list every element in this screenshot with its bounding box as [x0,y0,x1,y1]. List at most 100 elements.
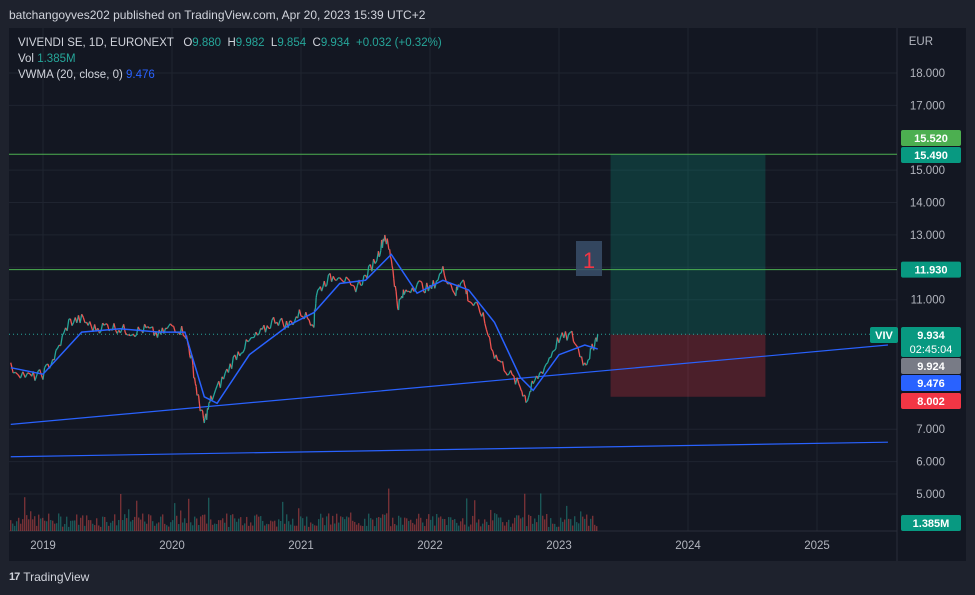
price-candle-segment [532,380,536,385]
volume-label[interactable]: Vol [18,53,34,65]
volume-bar [550,518,552,531]
price-candle-segment [213,389,217,396]
volume-bar [120,494,122,531]
price-tag-8-002[interactable] [901,393,961,409]
volume-bar [14,525,16,531]
volume-bar [452,519,454,531]
footer-brand[interactable]: TradingView [23,570,90,584]
price-candle-segment [239,352,242,357]
volume-bar [376,517,378,531]
price-candle-segment [247,339,250,343]
volume-bar [526,526,528,531]
price-candle-segment [345,276,349,280]
legend-symbol-row: VIVENDI SE, 1D, EURONEXT O9.880 H9.982 L… [18,35,442,51]
volume-bar [278,519,280,531]
price-tag-9-476[interactable] [901,375,961,391]
vwma-label[interactable]: VWMA (20, close, 0) [18,69,123,81]
price-candle-segment [374,260,378,264]
volume-bar [492,520,494,531]
y-tick-label: 18.000 [910,68,945,80]
annotation-box[interactable] [576,241,602,276]
volume-bar [214,523,216,531]
price-candle-segment [197,394,200,396]
volume-bar [578,523,580,531]
price-candle-segment [308,319,312,326]
price-candle-segment [537,372,541,380]
chart-area[interactable] [9,28,966,561]
price-candle-segment [390,259,393,267]
currency-label[interactable]: EUR [909,36,933,48]
price-candle-segment [281,317,284,325]
low-label: L [270,37,278,49]
price-candle-segment [317,288,320,291]
price-candle-segment [484,323,488,330]
volume-bar [138,517,140,531]
volume-bar [332,515,334,531]
price-tag-15-520[interactable] [901,130,961,146]
volume-bar [118,520,120,531]
vwma-line[interactable] [10,253,598,405]
volume-bar [396,525,398,531]
price-candle-segment [81,313,84,318]
volume-bar [240,517,242,531]
volume-bar [292,518,294,531]
price-candle-segment [521,391,524,397]
volume-bar [378,517,380,531]
volume-bar [486,521,488,531]
price-candle-segment [69,318,73,326]
y-tick-label: 17.000 [910,100,945,112]
volume-bar [142,513,144,531]
price-candle-segment [166,325,170,329]
volume-bar [182,522,184,531]
volume-bar [494,513,496,531]
volume-bar [98,525,100,531]
close-label: C [312,37,321,49]
volume-bar [140,519,142,531]
price-tag-11-930[interactable] [901,261,961,278]
position-stop-zone[interactable] [610,334,766,397]
volume-bar [394,524,396,531]
volume-bar [542,515,544,531]
price-candle-segment [66,319,70,331]
volume-bar [56,523,58,531]
price-candle-segment [450,284,454,291]
volume-bar [58,513,60,531]
trendline[interactable] [10,344,889,425]
price-candle-segment [219,376,223,388]
volume-bar [466,498,468,531]
volume-bar [186,523,188,531]
price-candle-segment [501,361,505,372]
price-candle-segment [22,371,26,378]
volume-bar [88,520,90,531]
volume-bar [352,520,354,531]
volume-bar [416,518,418,531]
price-candle-segment [323,280,327,287]
symbol-tag[interactable] [870,327,898,343]
price-candle-segment [520,389,523,392]
trendline[interactable] [10,441,888,458]
price-candle-segment [169,323,173,327]
volume-bar [472,515,474,531]
volume-bar [444,519,446,531]
volume-bar [398,515,400,531]
volume-bar [554,523,556,531]
price-tag-15-490[interactable] [901,147,961,163]
price-tag-9-924[interactable] [901,358,961,374]
volume-bar [404,517,406,531]
position-target-zone[interactable] [610,154,766,335]
price-candle-segment [543,363,547,368]
volume-bar [176,515,178,531]
volume-bar [440,516,442,531]
price-candle-segment [523,394,526,397]
price-candle-segment [347,278,350,281]
price-candle-segment [366,265,370,279]
price-tag-9-934[interactable] [901,327,961,357]
volume-tag[interactable] [901,515,961,531]
volume-bar [586,514,588,531]
volume-bar [536,522,538,531]
volume-bar [562,521,564,531]
x-tick-label: 2021 [288,540,314,552]
volume-bar [548,526,550,531]
symbol-line[interactable]: VIVENDI SE, 1D, EURONEXT [18,37,174,49]
